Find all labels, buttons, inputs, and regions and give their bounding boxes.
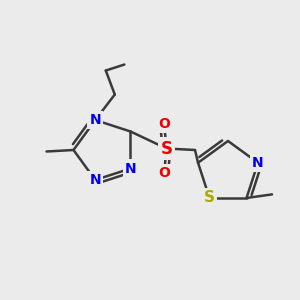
Text: O: O (158, 166, 170, 180)
Text: N: N (125, 161, 136, 176)
Text: N: N (252, 156, 264, 170)
Text: N: N (89, 113, 101, 127)
Text: S: S (204, 190, 215, 206)
Text: O: O (158, 117, 170, 131)
Text: S: S (160, 140, 172, 158)
Text: N: N (89, 173, 101, 187)
